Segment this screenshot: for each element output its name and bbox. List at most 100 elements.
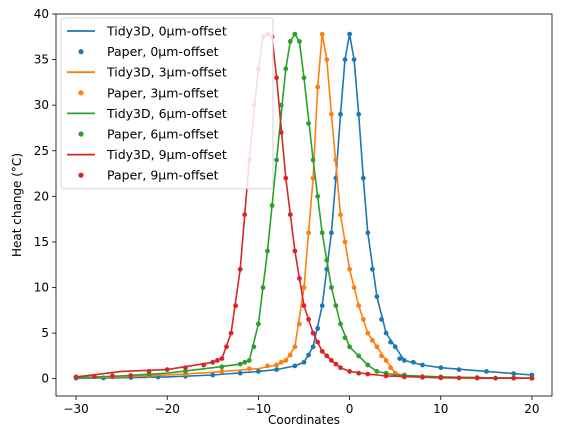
data-point bbox=[365, 371, 371, 377]
data-point bbox=[278, 130, 284, 135]
y-tick-label: 25 bbox=[34, 144, 49, 158]
data-point bbox=[474, 375, 480, 381]
data-point bbox=[128, 373, 134, 378]
data-point bbox=[329, 230, 334, 236]
legend-marker-swatch bbox=[78, 172, 84, 178]
legend-item: Tidy3D, 6μm-offset bbox=[67, 106, 227, 121]
data-point bbox=[292, 248, 298, 254]
x-tick-label: −20 bbox=[155, 402, 180, 416]
data-point bbox=[287, 212, 293, 218]
legend-marker-swatch bbox=[78, 131, 84, 137]
data-point bbox=[319, 31, 325, 37]
data-point bbox=[256, 369, 261, 374]
legend-item: Paper, 3μm-offset bbox=[78, 85, 219, 100]
data-point bbox=[324, 57, 330, 62]
data-point bbox=[374, 369, 380, 374]
legend-box bbox=[60, 17, 274, 190]
data-point bbox=[274, 367, 279, 372]
data-point bbox=[91, 374, 97, 379]
data-point bbox=[278, 359, 284, 365]
data-point bbox=[383, 330, 389, 336]
legend-label: Paper, 3μm-offset bbox=[107, 85, 219, 100]
legend-marker-swatch bbox=[78, 90, 84, 96]
y-axis-label: Heat change (°C) bbox=[10, 153, 24, 257]
x-tick-label: 10 bbox=[433, 402, 448, 416]
data-point bbox=[329, 358, 334, 363]
legend-label: Tidy3D, 3μm-offset bbox=[106, 65, 227, 80]
data-point bbox=[228, 330, 234, 336]
data-point bbox=[342, 57, 348, 62]
data-point bbox=[310, 330, 316, 336]
data-point bbox=[242, 359, 248, 365]
legend-item: Tidy3D, 9μm-offset bbox=[67, 147, 227, 162]
data-point bbox=[370, 338, 375, 343]
data-point bbox=[388, 339, 393, 345]
data-point bbox=[365, 362, 371, 368]
legend-label: Paper, 0μm-offset bbox=[107, 44, 219, 59]
data-point bbox=[287, 352, 293, 358]
legend-label: Tidy3D, 0μm-offset bbox=[106, 24, 227, 39]
legend-label: Tidy3D, 6μm-offset bbox=[106, 106, 227, 121]
data-point bbox=[351, 285, 357, 290]
data-point bbox=[347, 266, 352, 272]
data-point bbox=[383, 373, 389, 379]
data-point bbox=[511, 375, 517, 381]
data-point bbox=[456, 367, 462, 372]
data-point bbox=[237, 370, 243, 376]
data-point bbox=[529, 375, 535, 381]
data-point bbox=[511, 371, 517, 377]
series-layer bbox=[73, 31, 535, 381]
data-point bbox=[397, 356, 403, 361]
data-point bbox=[306, 230, 311, 236]
axes-frame bbox=[55, 13, 553, 397]
y-tick-label: 10 bbox=[34, 281, 49, 295]
data-point bbox=[319, 303, 325, 309]
data-point bbox=[237, 266, 243, 272]
data-point bbox=[310, 175, 316, 181]
y-tick-label: 0 bbox=[41, 372, 49, 386]
data-point bbox=[210, 372, 216, 378]
data-point bbox=[365, 230, 371, 236]
y-axis-ticks: 0 5 10 15 20 25 30 35 40 bbox=[34, 7, 56, 386]
data-point bbox=[347, 344, 352, 350]
data-point bbox=[338, 321, 343, 327]
data-point bbox=[365, 330, 371, 336]
data-point bbox=[310, 157, 316, 163]
data-point bbox=[164, 367, 170, 372]
data-point bbox=[274, 157, 279, 163]
x-tick-label: −30 bbox=[63, 402, 88, 416]
data-point bbox=[342, 239, 348, 245]
y-tick-label: 20 bbox=[34, 189, 49, 203]
data-point bbox=[301, 359, 307, 365]
data-point bbox=[297, 39, 302, 44]
series-tidy3d-9um-offset bbox=[76, 33, 532, 380]
data-point bbox=[347, 31, 352, 37]
data-point bbox=[306, 121, 311, 126]
data-point bbox=[333, 303, 339, 309]
data-point bbox=[265, 248, 270, 254]
data-point bbox=[484, 369, 489, 374]
legend-item: Tidy3D, 3μm-offset bbox=[67, 65, 227, 80]
data-point bbox=[356, 370, 362, 376]
x-tick-label: 0 bbox=[346, 402, 354, 416]
data-point bbox=[360, 175, 366, 181]
data-point bbox=[283, 66, 289, 72]
data-point bbox=[246, 366, 252, 371]
data-point bbox=[379, 317, 384, 322]
data-point bbox=[379, 353, 384, 359]
data-point bbox=[333, 157, 339, 163]
data-point bbox=[310, 344, 316, 350]
data-point bbox=[342, 335, 348, 341]
data-point bbox=[269, 203, 275, 208]
legend-item: Paper, 9μm-offset bbox=[78, 168, 219, 183]
data-point bbox=[315, 84, 321, 90]
data-point bbox=[256, 321, 261, 327]
legend-label: Paper, 6μm-offset bbox=[107, 127, 219, 142]
data-point bbox=[292, 31, 298, 37]
legend-item: Paper, 0μm-offset bbox=[78, 44, 219, 59]
x-tick-label: 20 bbox=[524, 402, 539, 416]
data-point bbox=[219, 364, 225, 370]
data-point bbox=[329, 285, 334, 290]
data-point bbox=[265, 363, 270, 369]
data-point bbox=[283, 175, 289, 181]
